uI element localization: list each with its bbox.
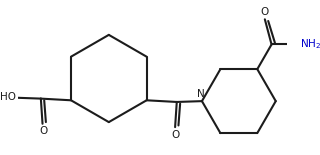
- Text: HO: HO: [0, 92, 16, 102]
- Text: NH$_2$: NH$_2$: [300, 37, 320, 51]
- Text: O: O: [39, 126, 47, 136]
- Text: O: O: [261, 7, 269, 17]
- Text: N: N: [197, 89, 205, 99]
- Text: O: O: [172, 130, 180, 140]
